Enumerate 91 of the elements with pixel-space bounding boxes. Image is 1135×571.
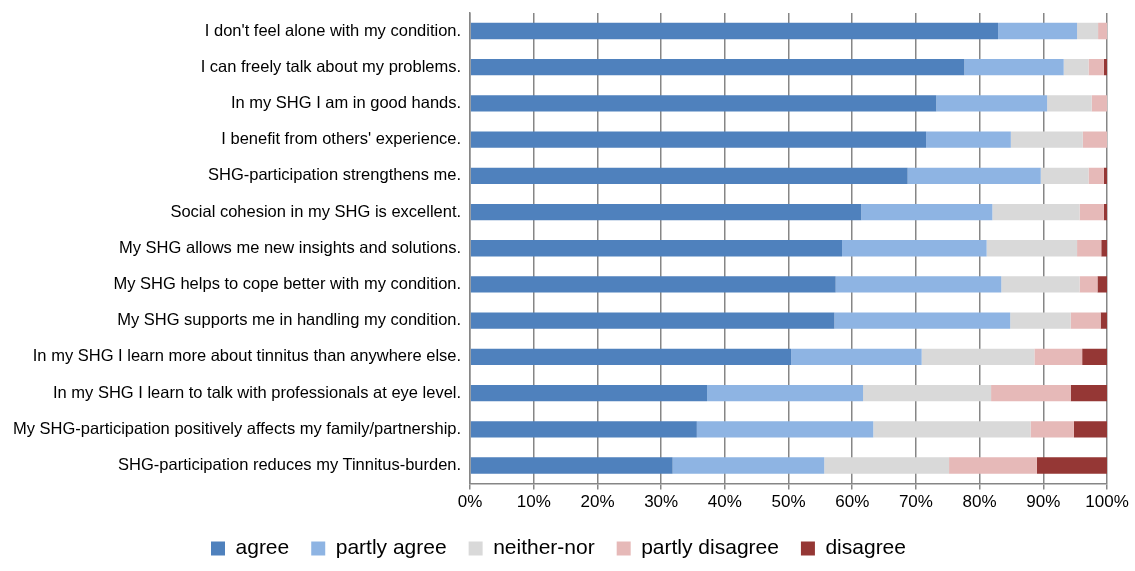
x-tick-label: 50% <box>771 492 806 512</box>
bar <box>1103 167 1107 184</box>
y-tick-label: My SHG helps to cope better with my condition. <box>113 274 462 292</box>
bar <box>964 59 1064 76</box>
bar <box>1079 276 1098 293</box>
x-tick-label: 10% <box>516 492 551 512</box>
bar <box>470 421 697 438</box>
bar <box>1030 421 1074 438</box>
y-tick-label: In my SHG I learn to talk with professionals at eye level. <box>53 382 462 401</box>
bar <box>470 131 927 148</box>
bar <box>907 167 1041 184</box>
bar <box>470 384 708 402</box>
x-tick-label: 100% <box>1085 492 1129 512</box>
y-tick-label: I can freely talk about my problems. <box>200 56 462 75</box>
bar <box>696 421 874 438</box>
bar <box>991 384 1071 402</box>
y-tick-label: SHG-participation strengthens me. <box>207 165 462 184</box>
bar <box>1091 95 1107 112</box>
bar <box>936 95 1048 112</box>
bar <box>863 384 992 402</box>
bar <box>1103 59 1107 76</box>
y-tick-label: SHG-participation reduces my Tinnitus-burden. <box>118 455 462 474</box>
y-tick-label: My SHG-participation positively affects my family/partnership. <box>12 418 462 437</box>
y-tick-label: My SHG allows me new insights and solutions. <box>119 237 462 256</box>
bar <box>1082 348 1107 366</box>
bar <box>470 312 835 329</box>
bar <box>834 312 1011 329</box>
bar <box>470 167 908 184</box>
y-tick-label: Social cohesion in my SHG is excellent. <box>170 201 462 220</box>
bar <box>1082 131 1107 148</box>
bar <box>1001 276 1080 293</box>
bar <box>1073 421 1107 438</box>
bar <box>707 384 864 402</box>
y-tick-label: My SHG supports me in handling my condition. <box>117 310 462 329</box>
bar <box>1036 457 1107 474</box>
bar <box>1100 312 1107 329</box>
legend-label: neither-nor <box>493 535 595 559</box>
bar <box>470 59 965 76</box>
x-tick-label: 90% <box>1026 492 1061 512</box>
bar <box>1034 348 1083 366</box>
bar <box>1101 240 1107 257</box>
bar <box>1097 276 1107 293</box>
bar <box>921 348 1035 366</box>
bar <box>1070 384 1107 402</box>
bar <box>998 22 1078 40</box>
bar <box>824 457 950 474</box>
bar <box>470 22 999 40</box>
bar <box>1077 22 1099 40</box>
bar <box>470 457 673 474</box>
bar <box>470 240 843 257</box>
bar <box>873 421 1031 438</box>
y-tick-label: I don't feel alone with my condition. <box>204 20 462 39</box>
bar <box>842 240 987 257</box>
bar <box>1098 22 1107 40</box>
legend-label: partly agree <box>335 535 447 559</box>
legend-label: partly disagree <box>641 535 779 559</box>
legend-label: agree <box>235 535 290 559</box>
bar <box>791 348 922 366</box>
bar <box>861 203 993 221</box>
y-tick-label: I benefit from others' experience. <box>221 129 462 148</box>
bar <box>470 95 937 112</box>
x-tick-label: 80% <box>962 492 997 512</box>
y-tick-label: In my SHG I learn more about tinnitus than anywhere else. <box>32 346 462 365</box>
bar <box>986 240 1078 257</box>
bar <box>949 457 1037 474</box>
x-tick-label: 60% <box>835 492 870 512</box>
x-tick-label: 0% <box>457 492 483 512</box>
x-tick-label: 40% <box>707 492 742 512</box>
bar <box>470 203 862 221</box>
bar <box>470 348 792 366</box>
bar <box>1079 203 1104 221</box>
bar <box>1077 240 1102 257</box>
bar <box>992 203 1080 221</box>
bar <box>1063 59 1089 76</box>
bar <box>926 131 1011 148</box>
bar <box>1010 312 1071 329</box>
legend-label: disagree <box>825 535 906 559</box>
x-tick-label: 20% <box>580 492 615 512</box>
bar <box>1088 167 1104 184</box>
bar <box>1088 59 1104 76</box>
bar <box>1010 131 1083 148</box>
bar <box>1070 312 1101 329</box>
y-tick-label: In my SHG I am in good hands. <box>230 92 462 111</box>
bar <box>835 276 1002 293</box>
bar <box>1103 203 1107 221</box>
bar <box>470 276 836 293</box>
bar <box>1040 167 1089 184</box>
bar <box>672 457 825 474</box>
x-tick-label: 70% <box>898 492 933 512</box>
bar <box>1047 95 1092 112</box>
x-tick-label: 30% <box>644 492 679 512</box>
